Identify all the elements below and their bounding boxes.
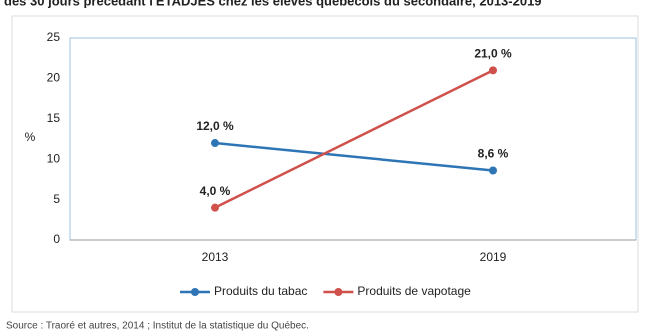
data-label: 12,0 % bbox=[196, 119, 234, 133]
data-point bbox=[489, 66, 497, 75]
data-label: 21,0 % bbox=[474, 46, 512, 60]
legend-marker bbox=[334, 288, 343, 296]
y-tick-label: 25 bbox=[47, 30, 61, 44]
data-point bbox=[211, 139, 219, 148]
y-tick-label: 0 bbox=[53, 232, 60, 246]
chart-title: des 30 jours précédant l'ETADJES chez le… bbox=[4, 0, 542, 8]
y-tick-label: 15 bbox=[47, 111, 61, 125]
y-tick-label: 10 bbox=[47, 151, 61, 165]
data-label: 4,0 % bbox=[200, 184, 231, 198]
y-tick-label: 20 bbox=[47, 71, 61, 85]
data-point bbox=[211, 203, 219, 212]
x-tick-label: 2019 bbox=[480, 250, 507, 264]
y-axis-label: % bbox=[25, 130, 36, 144]
source: Source : Traoré et autres, 2014 ; Instit… bbox=[6, 321, 309, 332]
series-line bbox=[214, 141, 494, 172]
legend-label: Produits de vapotage bbox=[357, 284, 471, 298]
legend-marker bbox=[191, 288, 199, 296]
data-point bbox=[489, 166, 497, 175]
y-tick-label: 5 bbox=[53, 192, 60, 206]
legend-label: Produits du tabac bbox=[214, 284, 307, 298]
chart-frame bbox=[11, 15, 639, 313]
x-tick-label: 2013 bbox=[202, 250, 229, 264]
series-line bbox=[214, 69, 494, 209]
data-label: 8,6 % bbox=[478, 147, 509, 161]
